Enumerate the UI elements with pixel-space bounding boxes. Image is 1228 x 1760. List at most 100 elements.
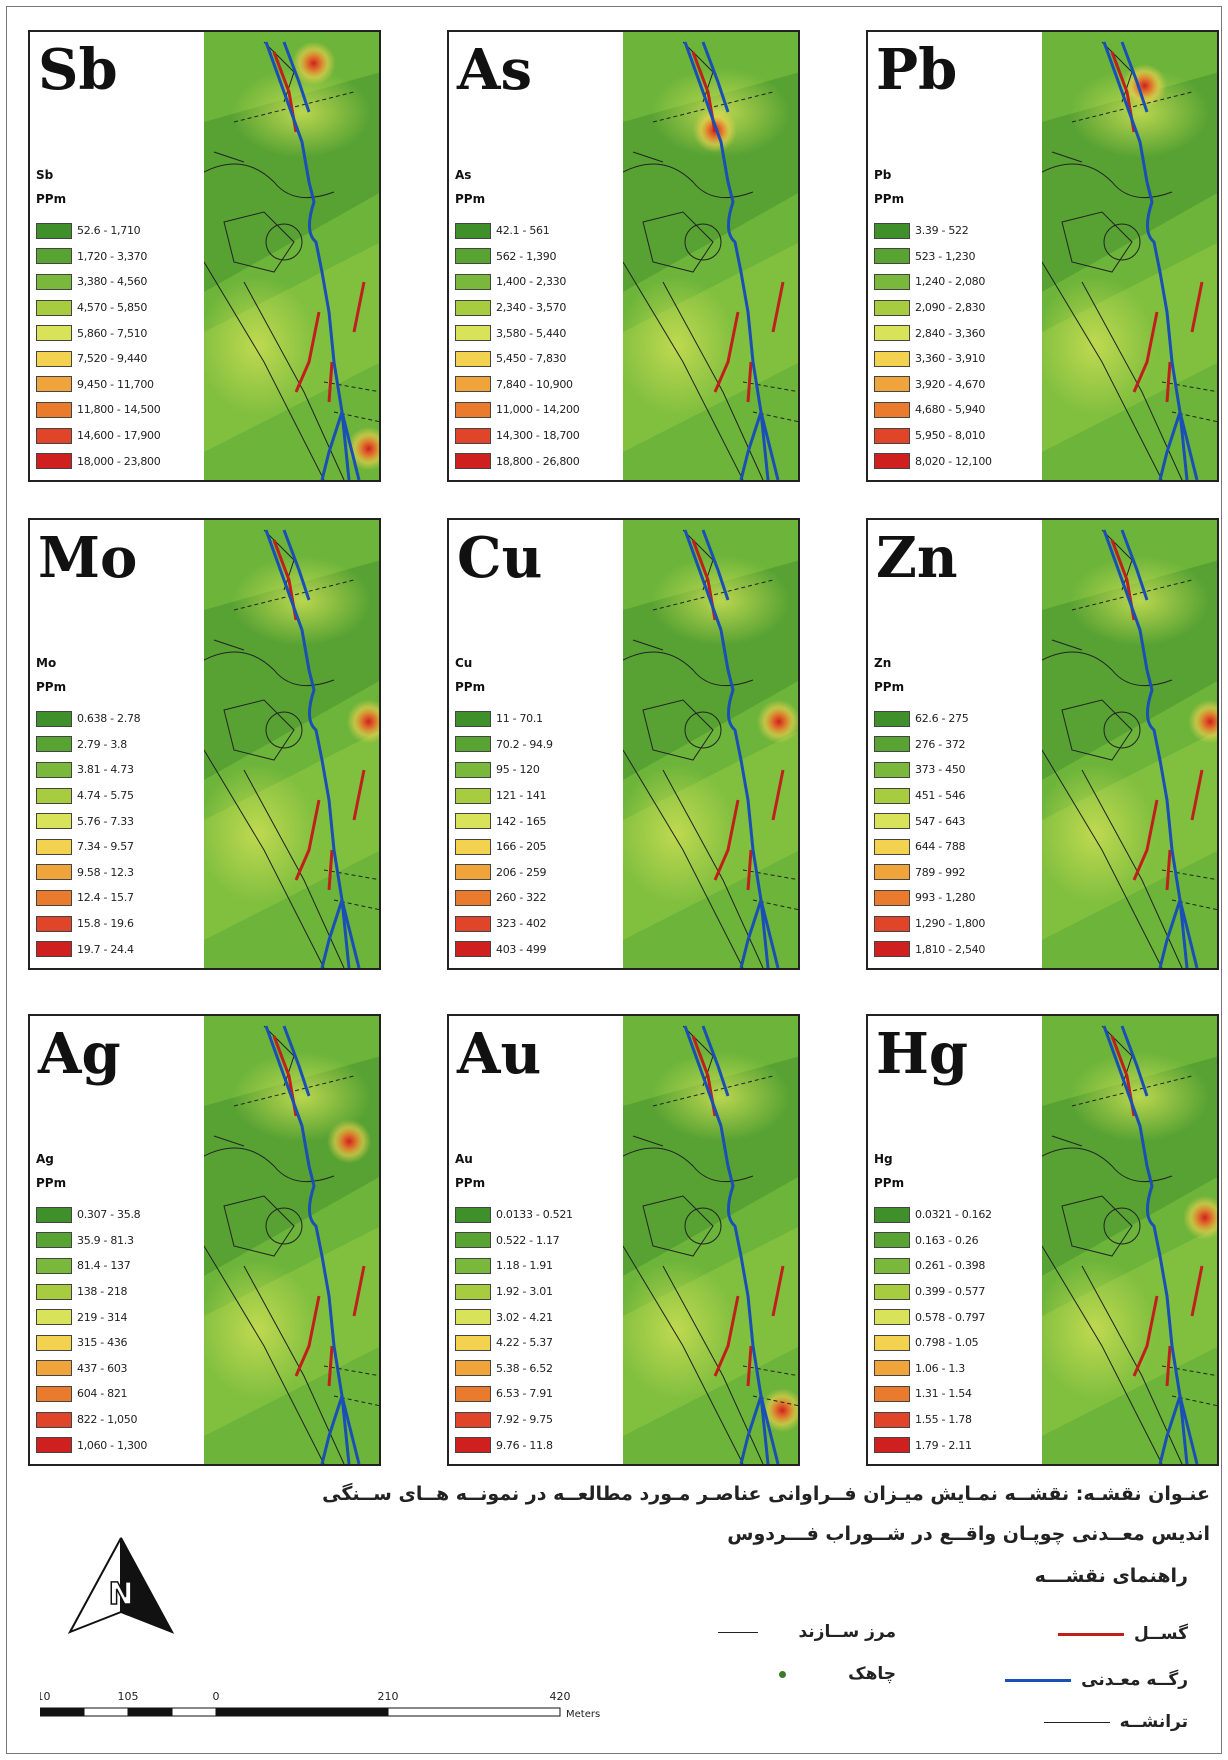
scale-label: 0 [213,1690,220,1703]
legend-range: 15.8 - 19.6 [77,917,134,931]
legend-item: 9.76 - 11.8 [455,1432,573,1458]
legend-swatch [36,427,72,444]
scale-segment [387,1707,561,1717]
legend-range: 138 - 218 [77,1285,128,1299]
key-fault-label: گســل [1134,1624,1188,1644]
scale-segment [40,1707,85,1717]
legend-swatch [874,915,910,932]
legend-item: 0.798 - 1.05 [874,1330,992,1356]
element-title: Ag [38,1021,121,1087]
legend-swatch [36,710,72,727]
legend-item: 1,720 - 3,370 [36,244,160,270]
legend-item: 3,580 - 5,440 [455,320,579,346]
legend-range: 0.798 - 1.05 [915,1336,979,1350]
legend-swatch [36,1232,72,1249]
legend-list: 62.6 - 275 276 - 372 373 - 450 451 - 546 547… [874,706,985,962]
legend-list: 0.307 - 35.8 35.9 - 81.3 81.4 - 137 138 - 2… [36,1202,147,1458]
legend-range: 9.58 - 12.3 [77,865,134,879]
legend-item: 1,810 - 2,540 [874,936,985,962]
legend-swatch [874,1437,910,1454]
legend-swatch [36,376,72,393]
legend-range: 1,240 - 2,080 [915,275,986,289]
legend-range: 11,800 - 14,500 [77,403,161,417]
key-boundary: مرز ســازند [718,1622,896,1642]
legend-swatch [455,350,491,367]
key-well: چاهک [779,1664,896,1684]
legend-item: 4.22 - 5.37 [455,1330,573,1356]
legend-swatch [36,1411,72,1428]
legend-range: 373 - 450 [915,763,966,777]
legend-swatch [36,1385,72,1402]
legend-range: 70.2 - 94.9 [496,737,553,751]
legend-item: 7,520 - 9,440 [36,346,160,372]
legend-swatch [455,1437,491,1454]
anomaly-hotspot [1188,699,1217,744]
legend-range: 547 - 643 [915,814,966,828]
legend-range: 3.39 - 522 [915,224,969,238]
legend-range: 3,360 - 3,910 [915,352,986,366]
legend-range: 7,840 - 10,900 [496,377,573,391]
caption-line-2: اندیس معــدنی چوپـان واقــع در شــوراب ف… [727,1523,1210,1545]
legend-swatch [874,1360,910,1377]
legend-item: 993 - 1,280 [874,885,985,911]
boundary-line-icon [718,1631,759,1633]
legend-swatch [455,941,491,958]
legend-swatch [36,1257,72,1274]
legend-range: 276 - 372 [915,737,966,751]
element-title: Sb [38,37,118,103]
legend-item: 2,840 - 3,360 [874,320,992,346]
legend-range: 993 - 1,280 [915,891,976,905]
element-title: Au [457,1021,542,1087]
legend-swatch [874,1385,910,1402]
legend-range: 35.9 - 81.3 [77,1233,134,1247]
legend-range: 5,950 - 8,010 [915,429,986,443]
figure-frame [6,6,1222,1754]
legend-swatch [874,325,910,342]
legend-swatch [36,1437,72,1454]
legend-range: 3,380 - 4,560 [77,275,148,289]
legend-swatch [874,864,910,881]
fault-line-icon [1058,1632,1125,1636]
legend-range: 121 - 141 [496,789,547,803]
legend-swatch [36,401,72,418]
legend-item: 95 - 120 [455,757,553,783]
trench-line-icon [1043,1721,1110,1723]
legend-swatch [36,273,72,290]
scale-label: 420 [550,1690,571,1703]
legend-swatch [455,248,491,265]
legend-element: Hg [874,1152,893,1166]
legend-range: 11,000 - 14,200 [496,403,580,417]
map-panel-ag: Ag Ag PPm 0.307 - 35.8 35.9 - 81.3 81.4 - 137… [28,1014,381,1466]
legend-range: 1.31 - 1.54 [915,1387,972,1401]
concentration-map [204,1016,379,1464]
legend-swatch [455,453,491,470]
anomaly-hotspot [327,1119,372,1164]
legend-swatch [874,376,910,393]
caption-line-1: عنـوان نقشـه: نقشــه نمـایش میـزان فــرا… [322,1483,1210,1505]
legend-item: 70.2 - 94.9 [455,732,553,758]
legend-range: 7.92 - 9.75 [496,1413,553,1427]
legend-swatch [455,1206,491,1223]
legend-swatch [874,1206,910,1223]
legend-range: 7,520 - 9,440 [77,352,148,366]
legend-element: Sb [36,168,54,182]
legend-range: 1,060 - 1,300 [77,1438,148,1452]
legend-range: 1,290 - 1,800 [915,917,986,931]
legend-item: 14,300 - 18,700 [455,423,580,449]
legend-swatch [455,787,491,804]
legend-item: 62.6 - 275 [874,706,985,732]
key-boundary-label: مرز ســازند [798,1622,896,1642]
legend-range: 14,300 - 18,700 [496,429,580,443]
legend-item: 12.4 - 15.7 [36,885,140,911]
legend-item: 0.307 - 35.8 [36,1202,147,1228]
legend-item: 7,840 - 10,900 [455,372,579,398]
legend-swatch [455,376,491,393]
element-title: Cu [457,525,543,591]
legend-item: 4.74 - 5.75 [36,783,140,809]
legend-swatch [874,736,910,753]
concentration-map [1042,32,1217,480]
legend-range: 1.92 - 3.01 [496,1285,553,1299]
anomaly-hotspot [346,699,379,744]
legend-item: 5,950 - 8,010 [874,423,992,449]
scale-label: 105 [118,1690,139,1703]
